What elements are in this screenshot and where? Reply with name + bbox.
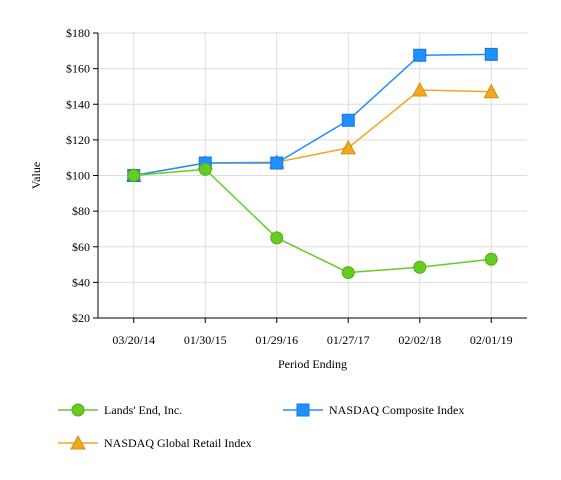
y-tick-label: $100	[66, 169, 90, 183]
data-point-triangle	[483, 83, 500, 99]
legend-label: NASDAQ Composite Index	[329, 403, 465, 417]
data-point-circle	[413, 260, 427, 274]
x-tick-label: 01/29/16	[255, 333, 298, 347]
series-0	[127, 162, 498, 280]
data-point-circle	[484, 252, 498, 266]
series-line	[133, 89, 492, 177]
circle-marker-icon	[58, 403, 98, 417]
legend-label: Lands' End, Inc.	[104, 403, 183, 417]
y-tick-label: $20	[72, 311, 90, 325]
y-tick-label: $120	[66, 133, 90, 147]
data-point-circle	[127, 169, 141, 182]
data-point-square	[270, 156, 284, 170]
y-tick-label: $140	[66, 97, 90, 111]
series-line	[133, 53, 492, 177]
x-tick-label: 02/01/19	[470, 333, 513, 347]
y-tick-label: $80	[72, 204, 90, 218]
legend-label: NASDAQ Global Retail Index	[104, 436, 252, 450]
data-point-circle	[341, 266, 355, 280]
x-tick-label: 01/30/15	[184, 333, 227, 347]
y-tick-label: $160	[66, 62, 90, 76]
square-marker-icon	[283, 403, 323, 417]
triangle-marker-icon	[58, 435, 98, 450]
x-tick-label: 02/02/18	[398, 333, 441, 347]
data-point-circle	[198, 162, 212, 176]
y-tick-label: $40	[72, 275, 90, 289]
x-tick-label: 03/20/14	[112, 333, 155, 347]
data-point-triangle	[411, 81, 428, 97]
series	[125, 47, 500, 280]
series-line	[133, 168, 492, 274]
x-axis-title: Period Ending	[278, 357, 347, 371]
y-axis-title: Value	[29, 162, 43, 189]
y-tick-label: $180	[66, 26, 90, 40]
y-tick-label: $60	[72, 240, 90, 254]
x-axis-ticks: 03/20/14 01/30/15 01/29/16 01/27/17 02/02/18…	[112, 318, 513, 347]
data-point-square	[484, 47, 498, 61]
data-point-square	[413, 48, 427, 62]
grid	[98, 32, 527, 318]
y-axis-ticks: $20 $40 $60 $80 $100 $120 $140 $160 $180	[66, 26, 98, 325]
data-point-square	[341, 113, 355, 127]
data-point-circle	[270, 231, 284, 245]
data-point-triangle	[340, 139, 357, 155]
x-tick-label: 01/27/17	[327, 333, 370, 347]
